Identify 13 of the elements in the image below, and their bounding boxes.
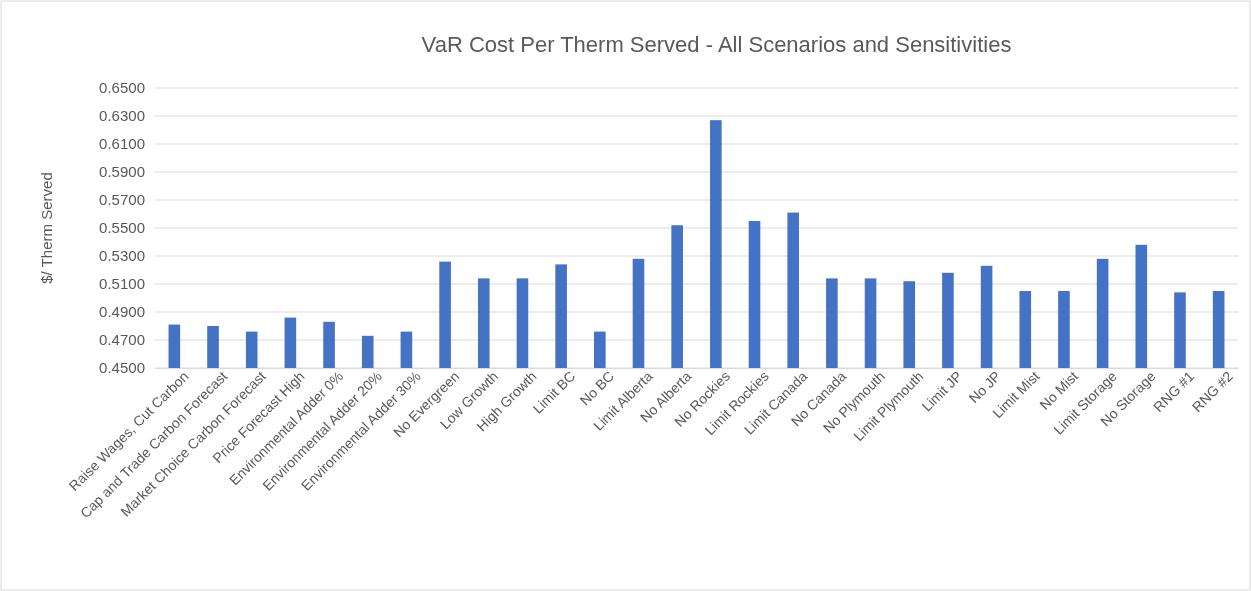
y-axis-title: $/ Therm Served	[38, 172, 55, 284]
y-tick-label: 0.6300	[99, 107, 145, 125]
y-tick-label: 0.5900	[99, 163, 145, 181]
y-tick-label: 0.4900	[99, 303, 145, 321]
y-tick-label: 0.4700	[99, 331, 145, 349]
y-tick-label: 0.6500	[99, 79, 145, 97]
chart-title: VaR Cost Per Therm Served - All Scenarios and Sensitivities	[421, 32, 1012, 57]
y-tick-label: 0.6100	[99, 135, 145, 153]
y-tick-label: 0.4500	[99, 359, 145, 377]
y-tick-label: 0.5700	[99, 191, 145, 209]
y-tick-label: 0.5300	[99, 247, 145, 265]
y-tick-label: 0.5100	[99, 275, 145, 293]
y-tick-label: 0.5500	[99, 219, 145, 237]
